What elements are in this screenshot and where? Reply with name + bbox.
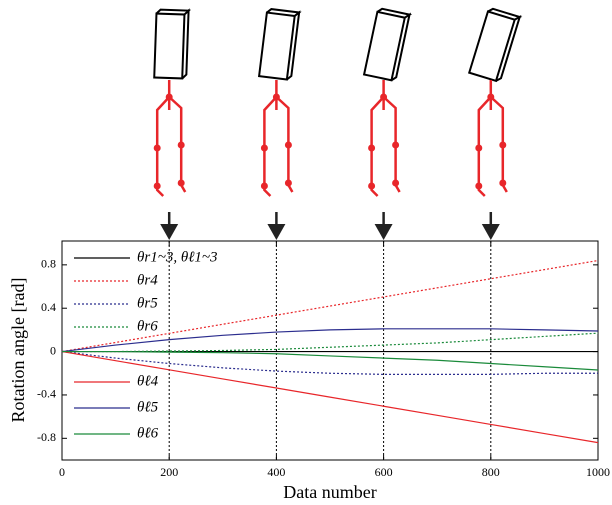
y-tick-label: 0.8 bbox=[41, 257, 56, 271]
joint bbox=[392, 179, 400, 187]
legend-label: θr6 bbox=[137, 318, 158, 334]
box-side bbox=[362, 10, 406, 82]
x-tick-label: 800 bbox=[482, 465, 500, 479]
y-tick-label: -0.4 bbox=[37, 387, 56, 401]
series-line bbox=[61, 328, 599, 353]
joint bbox=[499, 141, 507, 149]
box-side bbox=[153, 12, 186, 80]
series-line bbox=[61, 350, 599, 444]
joint bbox=[475, 144, 483, 152]
legend-label: θℓ4 bbox=[137, 373, 159, 389]
figure-box bbox=[362, 7, 413, 82]
series-line bbox=[61, 259, 599, 353]
legend-label: θℓ5 bbox=[137, 399, 159, 415]
figure bbox=[153, 8, 192, 197]
joint bbox=[392, 141, 400, 149]
joint bbox=[284, 179, 292, 187]
figure-box bbox=[257, 8, 302, 81]
joint bbox=[177, 141, 185, 149]
series-line bbox=[62, 350, 599, 371]
arrow-head bbox=[481, 224, 500, 240]
joint bbox=[380, 93, 388, 101]
figure-box bbox=[153, 8, 192, 80]
joint bbox=[368, 144, 376, 152]
joint bbox=[153, 182, 161, 190]
legend-label: θℓ6 bbox=[137, 425, 159, 441]
y-tick-label: -0.8 bbox=[37, 430, 56, 444]
x-tick-label: 200 bbox=[160, 465, 178, 479]
joint bbox=[260, 144, 268, 152]
joint bbox=[475, 182, 483, 190]
figure bbox=[362, 7, 413, 197]
plot-frame bbox=[61, 240, 599, 461]
box-top bbox=[376, 7, 413, 82]
joint bbox=[499, 179, 507, 187]
box-side bbox=[467, 10, 516, 83]
box-top bbox=[155, 8, 192, 80]
series-line bbox=[61, 350, 598, 375]
arrow-head bbox=[160, 224, 179, 240]
figure bbox=[467, 7, 523, 197]
x-axis-label: Data number bbox=[283, 482, 376, 502]
joint bbox=[177, 179, 185, 187]
joint bbox=[487, 93, 495, 101]
y-tick-label: 0 bbox=[50, 343, 56, 357]
box-side bbox=[257, 11, 296, 81]
arrow-head bbox=[374, 224, 393, 240]
x-tick-label: 400 bbox=[267, 465, 285, 479]
figure bbox=[257, 8, 302, 197]
legend-label: θr5 bbox=[137, 295, 158, 311]
joint bbox=[284, 141, 292, 149]
x-tick-label: 1000 bbox=[586, 465, 610, 479]
joint bbox=[368, 182, 376, 190]
y-tick-label: 0.4 bbox=[41, 300, 56, 314]
box-top bbox=[266, 8, 302, 81]
joint bbox=[272, 93, 280, 101]
joint bbox=[165, 93, 173, 101]
joint bbox=[260, 182, 268, 190]
arrow-head bbox=[267, 224, 286, 240]
legend-label: θr4 bbox=[137, 272, 158, 288]
x-tick-label: 0 bbox=[59, 465, 65, 479]
joint bbox=[153, 144, 161, 152]
legend-label: θr1~3, θℓ1~3 bbox=[137, 249, 218, 265]
box-top bbox=[487, 7, 523, 82]
y-axis-label: Rotation angle [rad] bbox=[8, 278, 28, 423]
series-line bbox=[62, 332, 599, 353]
x-tick-label: 600 bbox=[375, 465, 393, 479]
figure-box bbox=[467, 7, 523, 83]
